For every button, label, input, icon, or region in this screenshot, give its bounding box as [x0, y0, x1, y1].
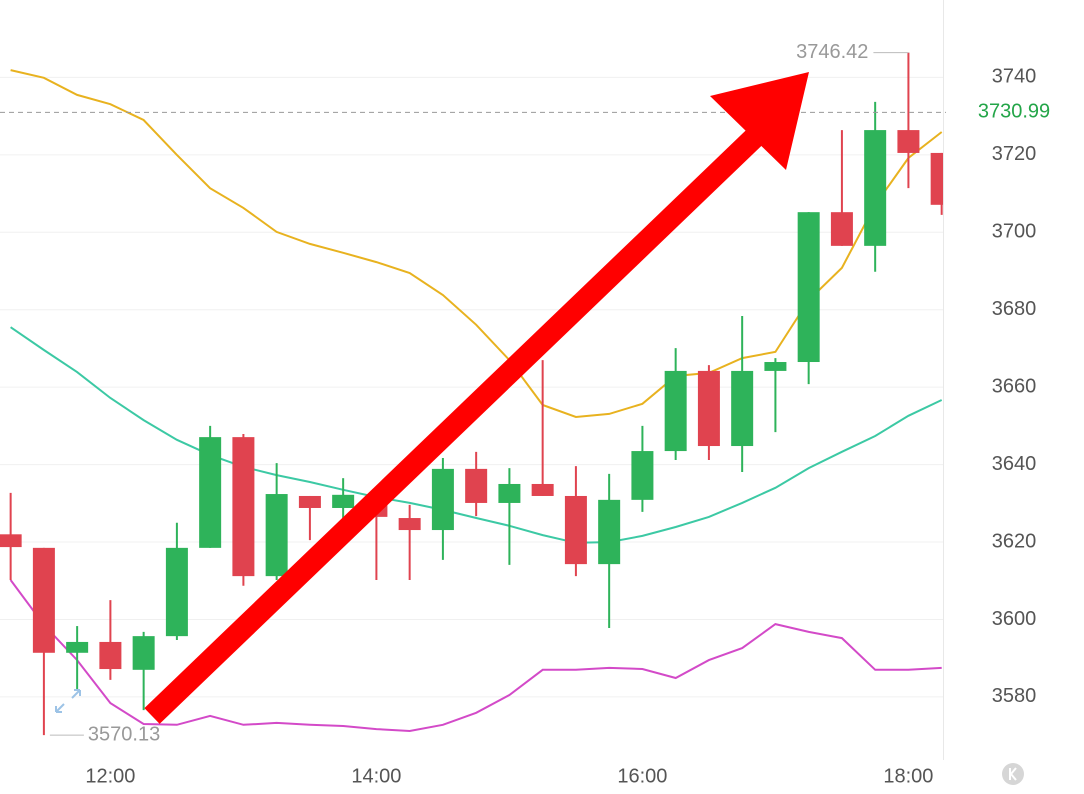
- x-tick-label: 16:00: [617, 765, 667, 787]
- candle-body: [465, 468, 488, 503]
- indicator-line: [9, 579, 942, 733]
- last-price-box: [946, 96, 1084, 129]
- arrow-shaft: [144, 124, 768, 724]
- candle-body: [398, 518, 421, 531]
- low-label: 3570.13: [88, 723, 160, 745]
- candle-body: [498, 483, 521, 503]
- candle-body: [864, 130, 887, 246]
- x-tick-label: 12:00: [85, 765, 135, 787]
- candle-body: [32, 547, 55, 653]
- candle-body: [764, 362, 787, 371]
- high-label: 3746.42: [796, 41, 868, 63]
- y-tick-label: 3740: [992, 66, 1037, 88]
- candle-body: [132, 636, 155, 670]
- y-tick-label: 3680: [992, 298, 1037, 320]
- candle-body: [332, 494, 355, 508]
- candle-body: [697, 370, 720, 447]
- x-tick-label: 18:00: [883, 765, 933, 787]
- y-tick-label: 3620: [992, 530, 1037, 552]
- candle-body: [99, 641, 122, 670]
- overlay: 3580 3600 3620 3640 3660 3680 3700 3720 3740 12:0…: [0, 41, 1084, 787]
- candle-body: [0, 534, 22, 548]
- candle-body: [298, 495, 321, 508]
- expand-icon: [55, 689, 81, 713]
- indicator-line: [10, 326, 943, 544]
- arrow-head: [710, 72, 809, 170]
- candle-body: [897, 130, 920, 153]
- candle-body: [830, 212, 853, 246]
- indicator-line: [10, 69, 943, 419]
- y-tick-label: 3580: [992, 685, 1037, 707]
- candle-body: [232, 437, 255, 577]
- k-button[interactable]: [1002, 763, 1024, 785]
- grid: [0, 76, 943, 698]
- candle-body: [564, 495, 587, 565]
- y-tick-label: 3600: [992, 608, 1037, 630]
- candle-body: [66, 641, 89, 653]
- y-tick-label: 3640: [992, 453, 1037, 475]
- candle-body: [664, 370, 687, 452]
- candle-body: [631, 451, 654, 500]
- x-tick-label: 14:00: [351, 765, 401, 787]
- y-tick-label: 3700: [992, 221, 1037, 243]
- candle-body: [431, 468, 454, 531]
- candle-body: [930, 152, 943, 205]
- last-price-label: 3730.99: [978, 101, 1050, 123]
- candle-body: [797, 212, 820, 363]
- y-tick-label: 3660: [992, 375, 1037, 397]
- y-tick-label: 3720: [992, 143, 1037, 165]
- candle-body: [265, 494, 288, 577]
- candle-body: [598, 499, 621, 565]
- candle-body: [165, 547, 188, 637]
- plot-area: [0, 52, 943, 736]
- candle-body: [531, 483, 554, 496]
- trend-arrow: [144, 72, 809, 724]
- candle-body: [199, 437, 222, 548]
- candle-body: [731, 370, 754, 447]
